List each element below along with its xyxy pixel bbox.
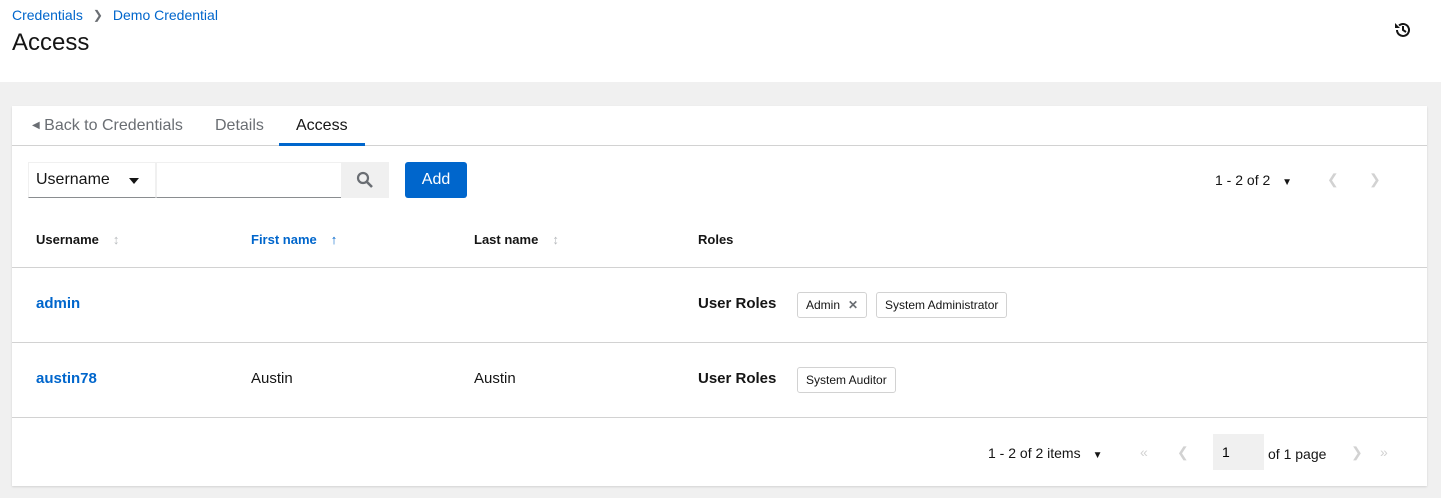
column-last-name[interactable]: Last name ↕ — [474, 232, 559, 247]
caret-down-icon: ▼ — [1092, 450, 1103, 461]
prev-page-button[interactable]: ❮ — [1327, 171, 1339, 187]
caret-left-icon: ◀ — [32, 120, 40, 131]
page-title: Access — [12, 29, 90, 56]
username-link[interactable]: austin78 — [36, 370, 97, 387]
search-button[interactable] — [341, 162, 389, 198]
search-icon — [356, 171, 373, 188]
first-name: Austin — [251, 370, 293, 387]
breadcrumb: Credentials ❯ Demo Credential — [12, 7, 218, 23]
pagination-toggle[interactable]: 1 - 2 of 2 ▼ — [1215, 172, 1293, 188]
column-username[interactable]: Username ↕ — [36, 232, 120, 247]
roles-label: User Roles — [698, 295, 777, 312]
sort-ascending-icon: ↑ — [330, 232, 338, 247]
close-icon[interactable]: ✕ — [848, 298, 859, 312]
tab-access[interactable]: Access — [279, 106, 365, 146]
role-chip: System Administrator — [876, 292, 1008, 318]
caret-down-icon — [129, 178, 139, 184]
breadcrumb-credentials[interactable]: Credentials — [12, 7, 83, 23]
last-page-button[interactable]: » — [1380, 444, 1388, 460]
add-button[interactable]: Add — [405, 162, 467, 198]
role-chip: Admin ✕ — [797, 292, 868, 318]
chevron-right-icon: ❯ — [92, 8, 103, 22]
page-input[interactable] — [1213, 434, 1264, 470]
first-page-button[interactable]: « — [1140, 444, 1148, 460]
history-icon[interactable] — [1393, 20, 1413, 40]
page-count: of 1 page — [1268, 446, 1327, 462]
column-first-name[interactable]: First name ↑ — [251, 232, 338, 247]
tab-bar: ◀ Back to Credentials Details Access — [12, 106, 1427, 146]
access-card: ◀ Back to Credentials Details Access Use… — [12, 106, 1427, 486]
next-page-button[interactable]: ❯ — [1369, 171, 1381, 187]
search-input[interactable] — [156, 162, 342, 198]
pagination-bottom: 1 - 2 of 2 items▼ « ❮ of 1 page ❯ » — [12, 417, 1427, 487]
table-row: austin78 Austin Austin User Roles System… — [12, 342, 1427, 417]
column-roles: Roles — [698, 232, 734, 247]
prev-page-button[interactable]: ❮ — [1177, 444, 1189, 460]
sort-icon: ↕ — [552, 232, 559, 247]
tab-details[interactable]: Details — [215, 117, 264, 134]
sort-icon: ↕ — [112, 232, 120, 247]
filter-field-select[interactable]: Username — [28, 162, 156, 198]
role-chip: System Auditor — [797, 367, 896, 393]
tab-back-to-credentials[interactable]: ◀ Back to Credentials — [32, 117, 183, 134]
next-page-button[interactable]: ❯ — [1351, 444, 1363, 460]
pagination-top: 1 - 2 of 2 ▼ ❮ ❯ — [1207, 162, 1427, 198]
table-row: admin User Roles Admin ✕ System Administr… — [12, 267, 1427, 342]
last-name: Austin — [474, 370, 516, 387]
username-link[interactable]: admin — [36, 295, 81, 312]
roles-label: User Roles — [698, 370, 777, 387]
breadcrumb-demo-credential[interactable]: Demo Credential — [112, 7, 218, 23]
pagination-items-toggle[interactable]: 1 - 2 of 2 items ▼ — [988, 445, 1103, 461]
caret-down-icon: ▼ — [1282, 177, 1293, 188]
page-header: Credentials ❯ Demo Credential Access — [0, 0, 1441, 82]
